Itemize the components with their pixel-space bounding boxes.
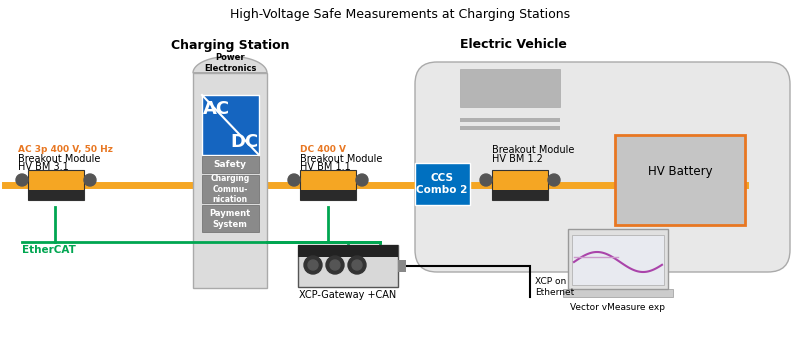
Bar [398,260,406,272]
Text: Breakout Module: Breakout Module [18,154,100,164]
Text: Vector vMeasure exp: Vector vMeasure exp [570,302,666,312]
Bar [300,170,356,200]
Text: Payment
System: Payment System [210,209,250,229]
Bar [28,170,84,200]
Circle shape [348,256,366,274]
Bar [460,118,560,122]
Bar [193,73,267,288]
Text: XCP-Gateway +CAN: XCP-Gateway +CAN [299,290,397,300]
Bar [415,163,470,205]
Text: HV BM 3.1: HV BM 3.1 [18,162,69,172]
Circle shape [326,256,344,274]
Bar [28,190,84,200]
Text: HV BM 1.2: HV BM 1.2 [492,154,543,164]
Text: Breakout Module: Breakout Module [300,154,382,164]
Circle shape [356,174,368,186]
Text: HV Battery: HV Battery [648,166,712,178]
FancyBboxPatch shape [415,62,790,272]
Circle shape [548,174,560,186]
Bar [460,126,560,130]
Bar [492,190,548,200]
Bar [298,245,398,287]
Bar [300,190,356,200]
Circle shape [308,260,318,270]
Circle shape [352,260,362,270]
Circle shape [84,174,96,186]
Bar [298,245,398,257]
Text: Electric Vehicle: Electric Vehicle [460,38,567,51]
Text: Charging
Commu-
nication: Charging Commu- nication [210,174,250,204]
Bar [202,156,259,173]
Circle shape [16,174,28,186]
Circle shape [480,174,492,186]
Bar [563,289,673,297]
Text: DC 400 V: DC 400 V [300,146,346,154]
Text: CCS
Combo 2: CCS Combo 2 [416,173,468,195]
Text: Breakout Module: Breakout Module [492,145,574,155]
Bar [202,205,259,232]
Circle shape [330,260,340,270]
Bar [460,69,560,107]
Text: Power
Electronics: Power Electronics [204,53,256,73]
Text: XCP on
Ethernet: XCP on Ethernet [535,277,574,297]
Text: Safety: Safety [214,160,246,169]
Text: DC: DC [231,133,259,151]
Bar [492,170,548,200]
Bar [572,235,664,285]
Text: AC: AC [202,100,230,118]
Text: AC 3p 400 V, 50 Hz: AC 3p 400 V, 50 Hz [18,146,113,154]
Circle shape [288,174,300,186]
Bar [202,175,259,203]
Bar [202,95,259,155]
Text: HV BM 1.1: HV BM 1.1 [300,162,350,172]
Bar [615,135,745,225]
Circle shape [304,256,322,274]
Polygon shape [193,56,267,73]
Text: EtherCAT: EtherCAT [22,245,76,255]
Bar [568,229,668,289]
Text: Charging Station: Charging Station [170,38,290,51]
Text: High-Voltage Safe Measurements at Charging Stations: High-Voltage Safe Measurements at Chargi… [230,8,570,21]
